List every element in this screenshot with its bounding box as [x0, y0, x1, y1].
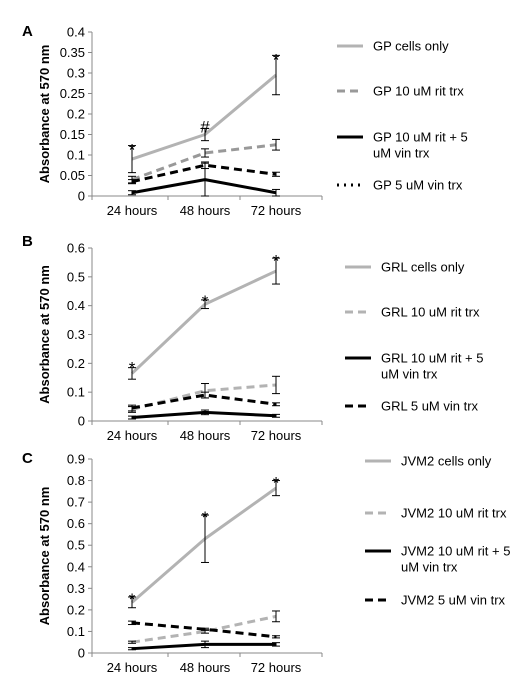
significance-marker: * [273, 252, 280, 271]
x-tick-label: 48 hours [180, 428, 231, 443]
y-tick-label: 0.6 [67, 241, 85, 256]
x-tick-label: 24 hours [107, 203, 158, 218]
significance-marker: * [202, 508, 209, 527]
legend-label: GP 10 uM rit trx [373, 84, 464, 99]
x-tick-label: 48 hours [180, 203, 231, 218]
legend-label-continued: uM vin trx [373, 146, 430, 161]
legend-label: GRL 5 uM vin trx [381, 399, 479, 414]
series-line-3 [131, 621, 277, 639]
y-tick-label: 0.3 [67, 581, 85, 596]
y-tick-label: 0.6 [67, 516, 85, 531]
legend-label: GP cells only [373, 39, 449, 54]
y-tick-label: 0.3 [67, 66, 85, 81]
y-tick-label: 0.5 [67, 269, 85, 284]
y-tick-label: 0.1 [67, 148, 85, 163]
y-tick-label: 0 [78, 189, 85, 204]
y-axis-label: Absorbance at 570 nm [37, 45, 52, 184]
y-tick-label: 0 [78, 646, 85, 661]
y-tick-label: 0.2 [67, 107, 85, 122]
x-tick-label: 24 hours [107, 660, 158, 675]
legend-label: GP 10 uM rit + 5 [373, 130, 468, 145]
x-tick-label: 24 hours [107, 428, 158, 443]
legend-label: GP 5 uM vin trx [373, 178, 463, 193]
chart-panel-A: A Absorbance at 570 nm 0 0.05 0.1 0.15 0.2 0.25… [22, 23, 468, 218]
significance-marker: * [129, 590, 136, 609]
significance-marker: * [129, 141, 136, 160]
x-tick-label: 72 hours [251, 428, 302, 443]
y-tick-label: 0.4 [67, 559, 85, 574]
y-tick-label: 0.35 [60, 45, 85, 60]
chart-panel-C: C Absorbance at 570 nm 0 0.1 0.2 0.3 0.4 0.5 0.6… [22, 450, 510, 675]
y-tick-label: 0.4 [67, 25, 85, 40]
legend-label: JVM2 10 uM rit + 5 [401, 544, 510, 559]
y-tick-label: 0.2 [67, 356, 85, 371]
x-tick-label: 48 hours [180, 660, 231, 675]
series-line-1 [131, 383, 277, 411]
series-line-0 [130, 269, 277, 375]
legend-label-continued: uM vin trx [401, 560, 458, 575]
series-line-0 [131, 486, 277, 604]
y-tick-label: 0.25 [60, 86, 85, 101]
legend-label: JVM2 10 uM rit trx [401, 506, 507, 521]
series-line-3 [131, 393, 277, 410]
y-tick-label: 0.05 [60, 168, 85, 183]
y-tick-label: 0.9 [67, 452, 85, 467]
y-tick-label: 0.15 [60, 127, 85, 142]
legend-label: GRL 10 uM rit + 5 [381, 351, 483, 366]
legend-label-continued: uM vin trx [381, 367, 438, 382]
x-tick-label: 72 hours [251, 203, 302, 218]
x-tick-label: 72 hours [251, 660, 302, 675]
panel-label: A [22, 23, 33, 40]
y-tick-label: 0.7 [67, 495, 85, 510]
series-line-3 [131, 163, 277, 184]
significance-marker: * [129, 358, 136, 377]
legend-label: GRL cells only [381, 260, 465, 275]
series-line-1 [131, 614, 277, 644]
series-line-2 [131, 178, 277, 195]
y-tick-label: 0.1 [67, 385, 85, 400]
y-tick-label: 0.5 [67, 538, 85, 553]
panel-label: B [22, 233, 33, 250]
y-tick-label: 0.1 [67, 624, 85, 639]
legend-label: GRL 10 uM rit trx [381, 305, 480, 320]
legend-label: JVM2 cells only [401, 454, 492, 469]
y-tick-label: 0 [78, 414, 85, 429]
chart-panel-B: B Absorbance at 570 nm 0 0.1 0.2 0.3 0.4 0.5 0.6… [22, 233, 483, 443]
significance-marker: # [200, 117, 210, 136]
significance-marker: * [202, 292, 209, 311]
y-axis-label: Absorbance at 570 nm [37, 487, 52, 626]
y-tick-label: 0.8 [67, 473, 85, 488]
significance-marker: * [273, 50, 280, 69]
y-tick-label: 0.4 [67, 298, 85, 313]
y-tick-label: 0.2 [67, 602, 85, 617]
y-tick-label: 0.3 [67, 327, 85, 342]
legend-label: JVM2 5 uM vin trx [401, 593, 506, 608]
panel-label: C [22, 450, 33, 467]
significance-marker: * [273, 473, 280, 492]
y-axis-label: Absorbance at 570 nm [37, 265, 52, 404]
